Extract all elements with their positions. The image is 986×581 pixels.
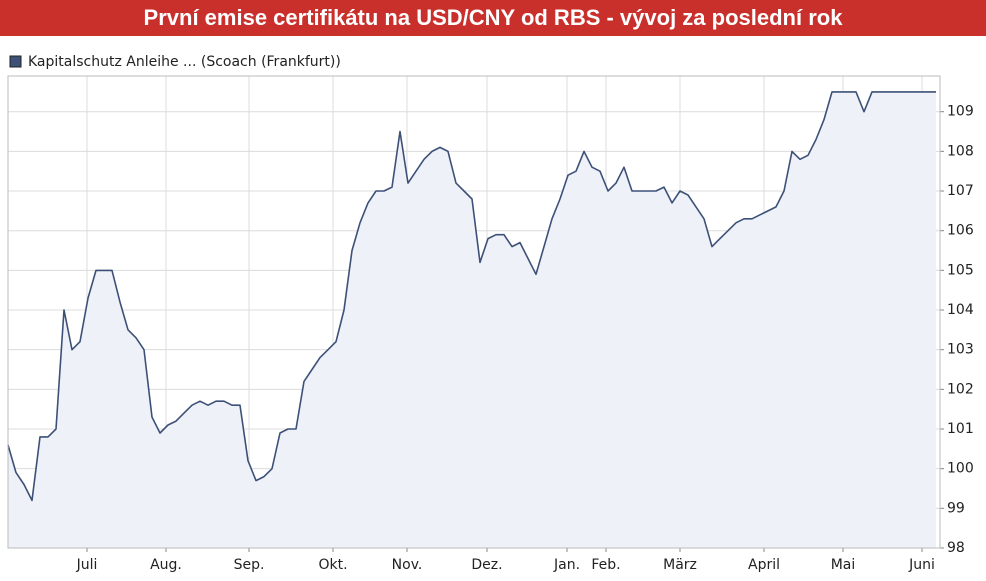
title-banner bbox=[0, 0, 986, 36]
chart-title: První emise certifikátu na USD/CNY od RB… bbox=[144, 5, 844, 30]
y-tick-label: 102 bbox=[947, 381, 974, 397]
y-tick-label: 104 bbox=[947, 302, 974, 318]
line bbox=[7, 91, 936, 502]
x-tick-label: Nov. bbox=[392, 557, 423, 573]
y-tick-label: 99 bbox=[947, 500, 965, 516]
x-tick-label: Feb. bbox=[591, 557, 620, 573]
x-tick-label: Sep. bbox=[234, 557, 265, 573]
y-tick-label: 100 bbox=[947, 461, 974, 477]
y-tick-label: 101 bbox=[947, 421, 974, 437]
x-tick-label: März bbox=[663, 557, 697, 573]
plot-frame bbox=[7, 75, 941, 549]
x-tick-label: Dez. bbox=[471, 557, 502, 573]
y-tick-label: 105 bbox=[947, 262, 974, 278]
y-tick-label: 108 bbox=[947, 143, 974, 159]
area bbox=[8, 91, 936, 549]
legend-label: Kapitalschutz Anleihe ... (Scoach (Frank… bbox=[28, 54, 341, 70]
y-tick-label: 106 bbox=[947, 223, 974, 239]
x-tick-label: Aug. bbox=[150, 557, 182, 573]
x-tick-label: Juli bbox=[76, 557, 98, 573]
x-tick-label: Jan. bbox=[553, 557, 580, 573]
y-tick-label: 103 bbox=[947, 342, 974, 358]
y-tick-label: 98 bbox=[947, 540, 965, 556]
y-tick-label: 107 bbox=[947, 183, 974, 199]
x-tick-label: Mai bbox=[831, 557, 856, 573]
y-tick-label: 109 bbox=[947, 104, 974, 120]
legend-swatch bbox=[9, 55, 22, 68]
x-tick-label: Okt. bbox=[318, 557, 347, 573]
x-tick-label: April bbox=[748, 557, 780, 573]
x-tick-label: Juni bbox=[908, 557, 935, 573]
